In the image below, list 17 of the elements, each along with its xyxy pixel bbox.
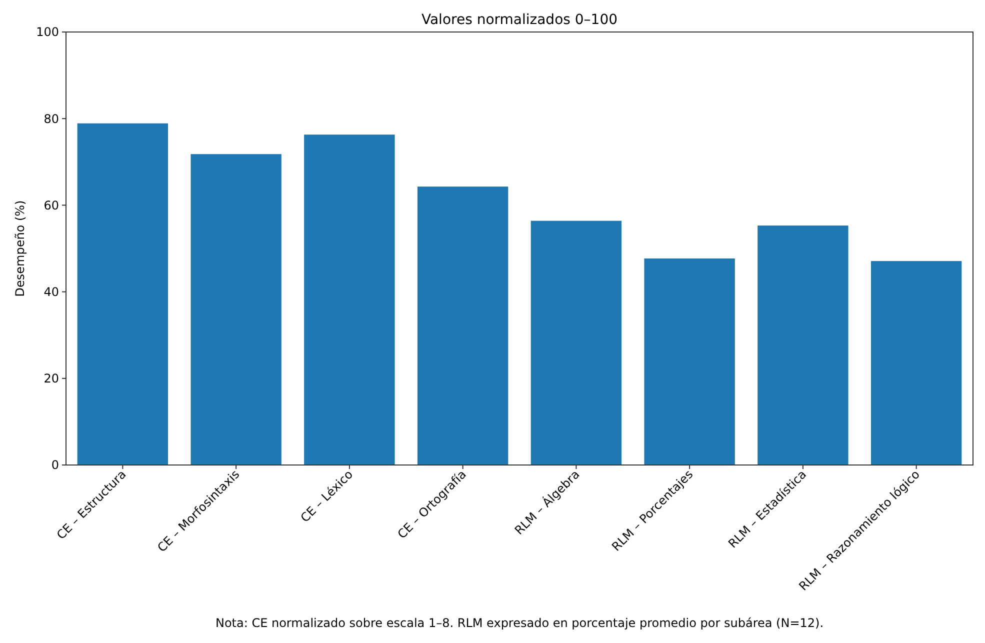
bar: [870, 261, 962, 465]
chart-title: Valores normalizados 0–100: [421, 12, 618, 28]
bar: [417, 186, 508, 465]
bar: [190, 154, 282, 465]
y-tick-label: 60: [44, 198, 59, 212]
y-tick-label: 40: [44, 285, 59, 299]
y-axis-title: Desempeño (%): [13, 200, 27, 297]
y-tick-label: 80: [44, 112, 59, 126]
bar: [758, 226, 848, 465]
y-tick-label: 20: [44, 372, 59, 386]
bar: [644, 258, 735, 465]
bar: [77, 123, 168, 465]
bar: [530, 220, 622, 465]
y-tick-label: 100: [36, 25, 59, 40]
y-tick-label: 0: [51, 458, 59, 472]
bar: [304, 134, 395, 465]
text: Nota: CE normalizado sobre escala 1–8. RLM expresado en porcentaje promedio por subárea (N=12).: [215, 616, 824, 630]
